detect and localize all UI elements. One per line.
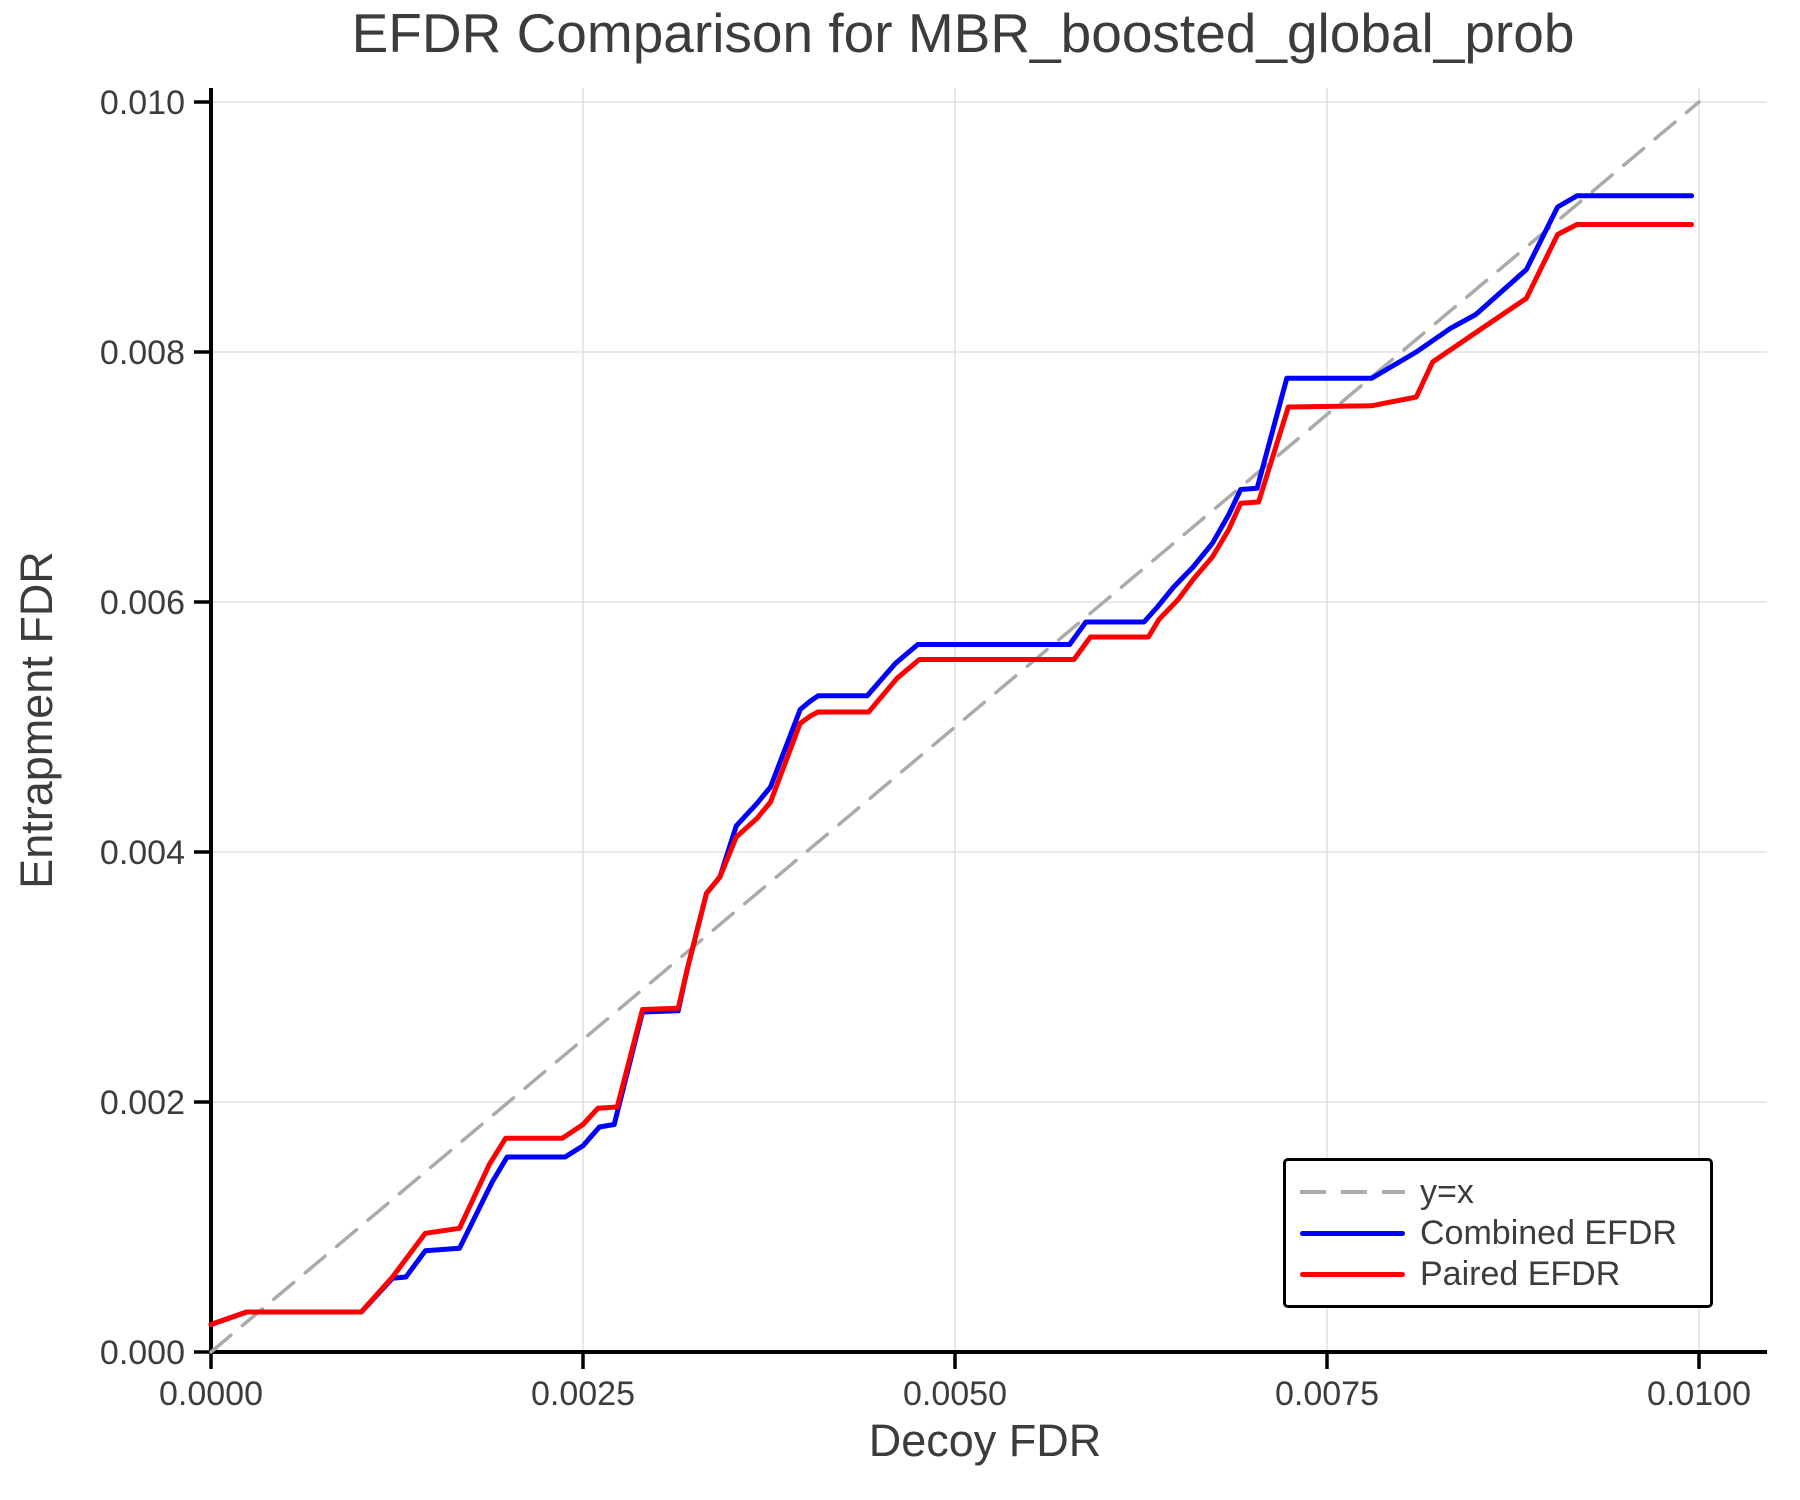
y-tick-label: 0.000 <box>100 1334 185 1372</box>
legend-item-combined: Combined EFDR <box>1300 1213 1710 1253</box>
legend-item-paired: Paired EFDR <box>1300 1254 1710 1294</box>
legend-item-identity: y=x <box>1300 1172 1710 1212</box>
x-axis-label: Decoy FDR <box>868 1415 1102 1466</box>
legend-label-paired: Paired EFDR <box>1420 1255 1621 1293</box>
x-tick-label: 0.0000 <box>159 1375 263 1413</box>
identity-line <box>209 100 1701 1354</box>
combined-line-sample <box>1300 1230 1405 1236</box>
x-tick-label: 0.0100 <box>1647 1375 1751 1413</box>
legend: y=x Combined EFDR Paired EFDR <box>1283 1158 1713 1308</box>
x-tick-label: 0.0075 <box>1275 1375 1379 1413</box>
paired-line-sample <box>1300 1271 1405 1277</box>
y-tick-label: 0.010 <box>100 84 185 122</box>
y-tick-label: 0.002 <box>100 1084 185 1122</box>
identity-line-sample <box>1300 1190 1405 1194</box>
y-tick-label: 0.008 <box>100 334 185 372</box>
y-tick-label: 0.006 <box>100 584 185 622</box>
paired-efdr-line <box>208 222 1695 1327</box>
legend-label-identity: y=x <box>1420 1173 1474 1211</box>
chart-title: EFDR Comparison for MBR_boosted_global_p… <box>351 2 1575 64</box>
x-tick-label: 0.0025 <box>531 1375 635 1413</box>
y-axis-label: Entrapment FDR <box>11 551 62 889</box>
legend-label-combined: Combined EFDR <box>1420 1214 1677 1252</box>
x-tick-label: 0.0050 <box>903 1375 1007 1413</box>
combined-efdr-line <box>208 193 1695 1327</box>
y-tick-label: 0.004 <box>100 834 185 872</box>
